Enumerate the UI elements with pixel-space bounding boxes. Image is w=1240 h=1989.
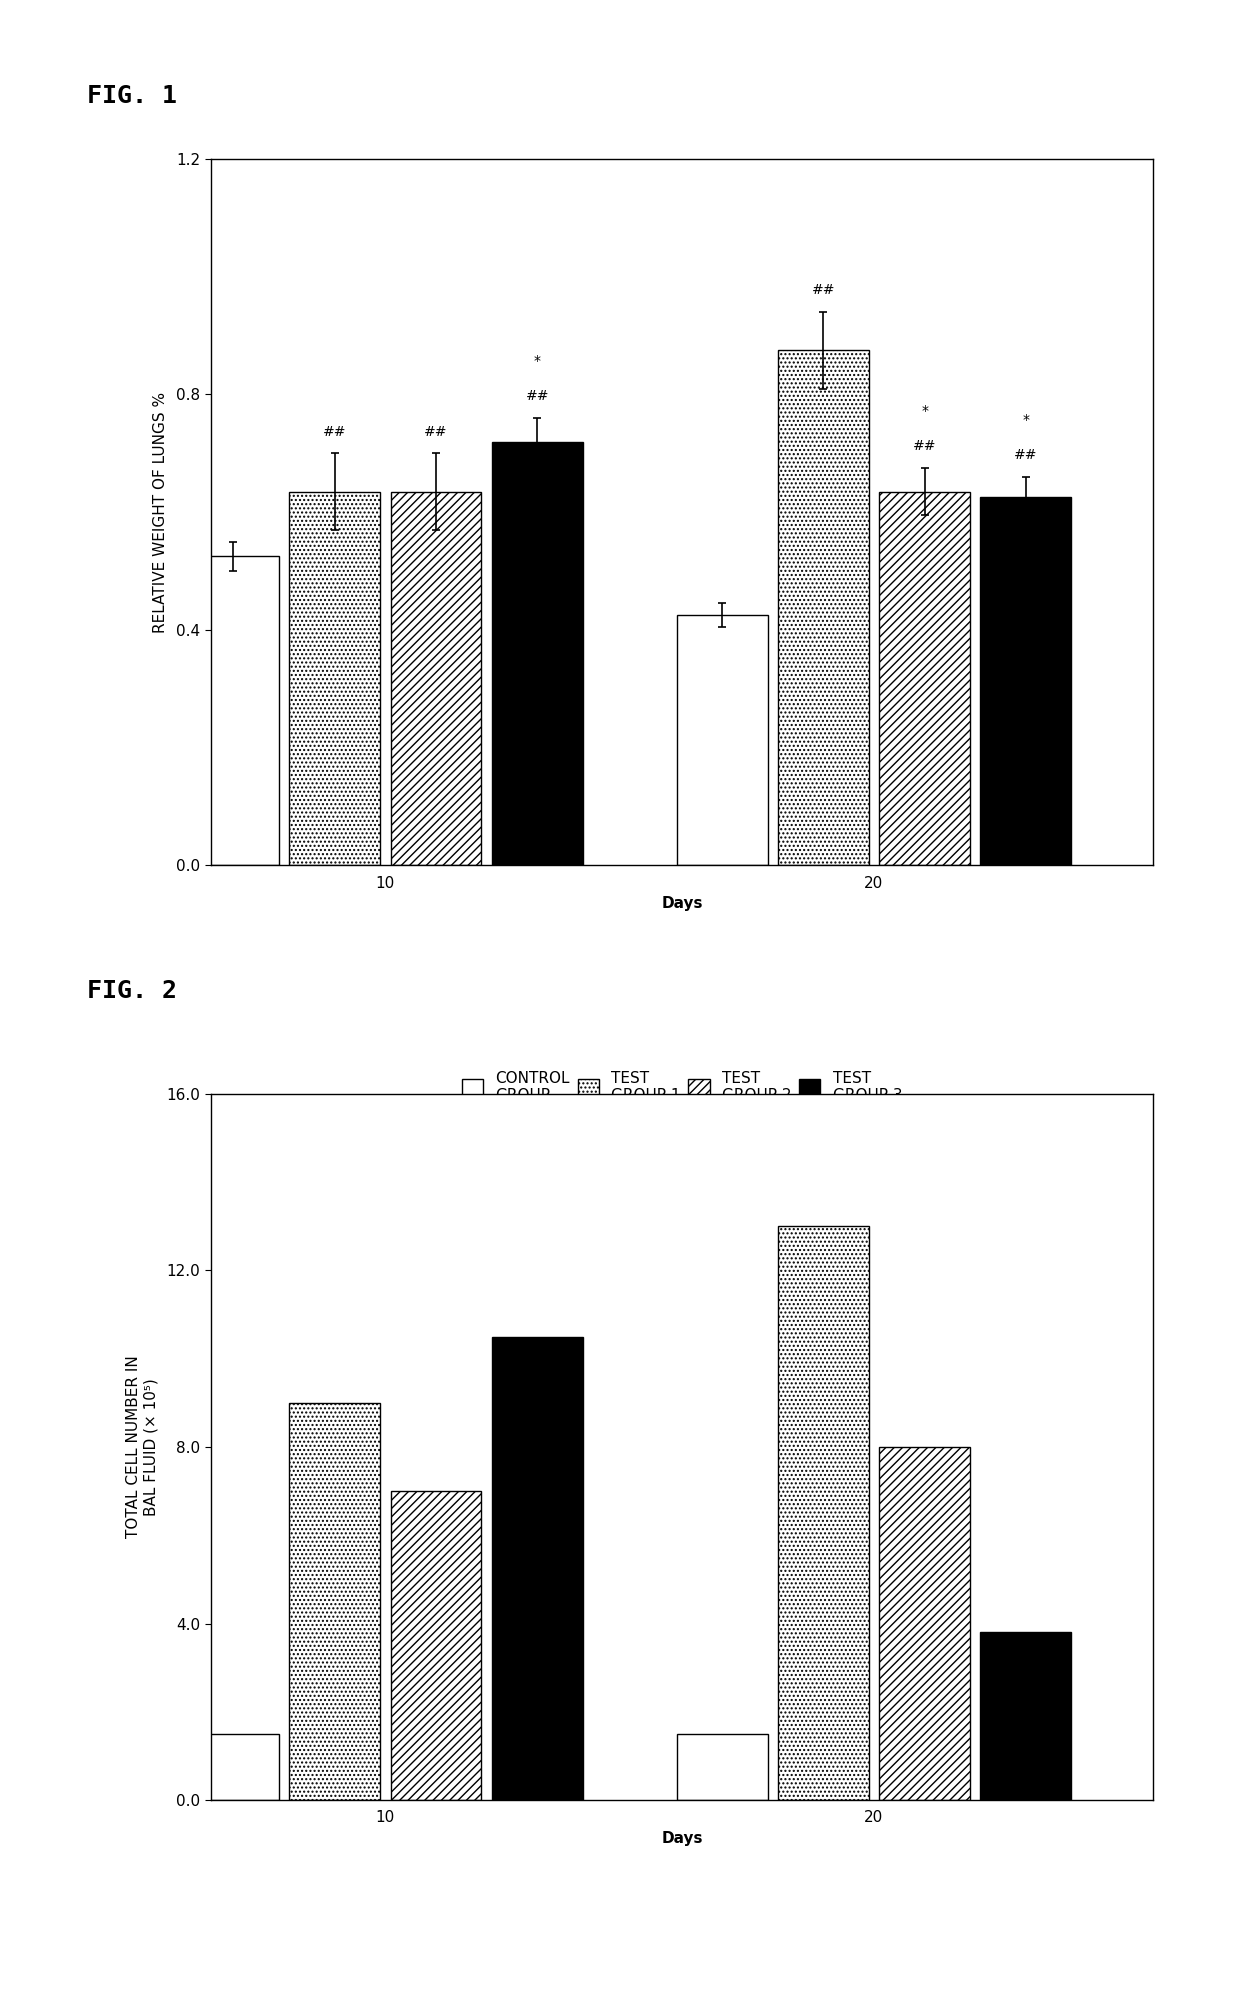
Text: FIG. 1: FIG. 1 — [87, 84, 177, 107]
Bar — [879, 1448, 970, 1800]
X-axis label: Days: Days — [661, 897, 703, 911]
Bar — [188, 557, 279, 865]
Bar — [981, 497, 1071, 865]
Y-axis label: RELATIVE WEIGHT OF LUNGS %: RELATIVE WEIGHT OF LUNGS % — [153, 392, 167, 633]
Text: FIG. 2: FIG. 2 — [87, 979, 177, 1002]
Text: ##: ## — [424, 424, 448, 440]
Legend: CONTROL
GROUP, TEST
GROUP 1, TEST
GROUP 2, TEST
GROUP 3: CONTROL GROUP, TEST GROUP 1, TEST GROUP … — [461, 1070, 903, 1104]
Bar — [879, 491, 970, 865]
Bar — [289, 1402, 381, 1800]
Bar — [981, 1633, 1071, 1800]
Text: ##: ## — [913, 440, 936, 453]
Text: ##: ## — [812, 282, 835, 298]
Bar — [677, 1734, 768, 1800]
Text: ##: ## — [322, 424, 346, 440]
Bar — [492, 1337, 583, 1800]
Bar — [492, 442, 583, 865]
Text: ##: ## — [1014, 448, 1038, 461]
Bar — [391, 1492, 481, 1800]
Text: *: * — [1022, 414, 1029, 428]
Text: *: * — [533, 354, 541, 368]
Text: *: * — [921, 404, 928, 418]
Y-axis label: TOTAL CELL NUMBER IN
BAL FLUID (× 10⁵): TOTAL CELL NUMBER IN BAL FLUID (× 10⁵) — [125, 1356, 159, 1537]
Bar — [777, 1227, 869, 1800]
Bar — [391, 491, 481, 865]
Bar — [677, 615, 768, 865]
X-axis label: Days: Days — [661, 1832, 703, 1846]
Text: ##: ## — [526, 390, 549, 404]
Bar — [777, 350, 869, 865]
Bar — [188, 1734, 279, 1800]
Bar — [289, 491, 381, 865]
